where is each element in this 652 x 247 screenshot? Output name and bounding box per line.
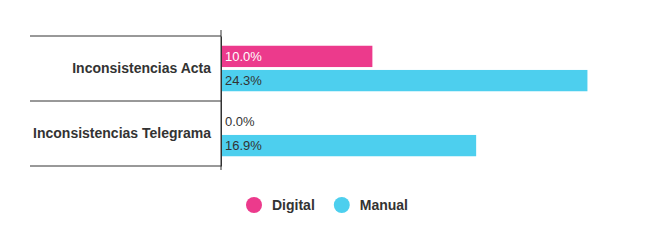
legend-swatch xyxy=(246,197,262,213)
tick: Inconsistencias Telegrama xyxy=(33,125,211,141)
data-label: 0.0% xyxy=(225,114,255,129)
bar xyxy=(222,111,223,132)
tick: Inconsistencias Acta xyxy=(72,60,211,76)
bars xyxy=(222,46,587,157)
y-axis: Inconsistencias Acta Inconsistencias Tele… xyxy=(33,37,221,167)
data-label: 10.0% xyxy=(225,49,262,64)
legend-item: Manual xyxy=(334,197,408,213)
data-label: 24.3% xyxy=(225,73,262,88)
legend-swatch xyxy=(334,197,350,213)
legend: Digital Manual xyxy=(246,197,408,213)
bar xyxy=(222,135,476,156)
legend-label: Digital xyxy=(272,197,315,213)
data-labels: 10.0% 0.0% 24.3% 16.9% xyxy=(225,49,262,153)
tick-label: Inconsistencias Acta xyxy=(72,60,211,76)
legend-item: Digital xyxy=(246,197,315,213)
axis-line xyxy=(221,30,222,170)
chart: 10.0%0.0%24.3%16.9%Inconsistencias ActaI… xyxy=(0,0,652,247)
bar xyxy=(222,70,587,91)
bar xyxy=(222,46,372,67)
legend-label: Manual xyxy=(360,197,408,213)
separator xyxy=(30,36,221,37)
data-label: 16.9% xyxy=(225,138,262,153)
tick-label: Inconsistencias Telegrama xyxy=(33,125,211,141)
separator xyxy=(30,166,221,167)
separator xyxy=(30,101,221,102)
separators xyxy=(30,36,221,166)
